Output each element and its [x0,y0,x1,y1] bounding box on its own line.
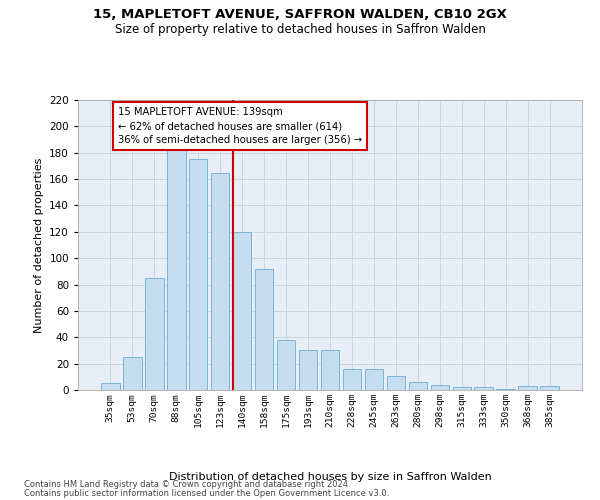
Bar [320,350,340,390]
Text: Distribution of detached houses by size in Saffron Walden: Distribution of detached houses by size … [169,472,491,482]
Bar [475,388,493,390]
Bar [386,376,405,390]
Bar [233,232,251,390]
Bar [452,388,471,390]
Text: 15 MAPLETOFT AVENUE: 139sqm
← 62% of detached houses are smaller (614)
36% of se: 15 MAPLETOFT AVENUE: 139sqm ← 62% of det… [118,108,362,146]
Bar [365,369,383,390]
Bar [123,357,142,390]
Bar [343,369,361,390]
Y-axis label: Number of detached properties: Number of detached properties [34,158,44,332]
Bar [541,386,559,390]
Bar [299,350,317,390]
Bar [189,160,208,390]
Bar [167,149,185,390]
Text: Size of property relative to detached houses in Saffron Walden: Size of property relative to detached ho… [115,22,485,36]
Bar [409,382,427,390]
Bar [211,172,229,390]
Bar [496,388,515,390]
Bar [277,340,295,390]
Bar [431,384,449,390]
Bar [101,384,119,390]
Text: 15, MAPLETOFT AVENUE, SAFFRON WALDEN, CB10 2GX: 15, MAPLETOFT AVENUE, SAFFRON WALDEN, CB… [93,8,507,20]
Bar [255,268,274,390]
Text: Contains public sector information licensed under the Open Government Licence v3: Contains public sector information licen… [24,488,389,498]
Bar [518,386,537,390]
Text: Contains HM Land Registry data © Crown copyright and database right 2024.: Contains HM Land Registry data © Crown c… [24,480,350,489]
Bar [145,278,164,390]
